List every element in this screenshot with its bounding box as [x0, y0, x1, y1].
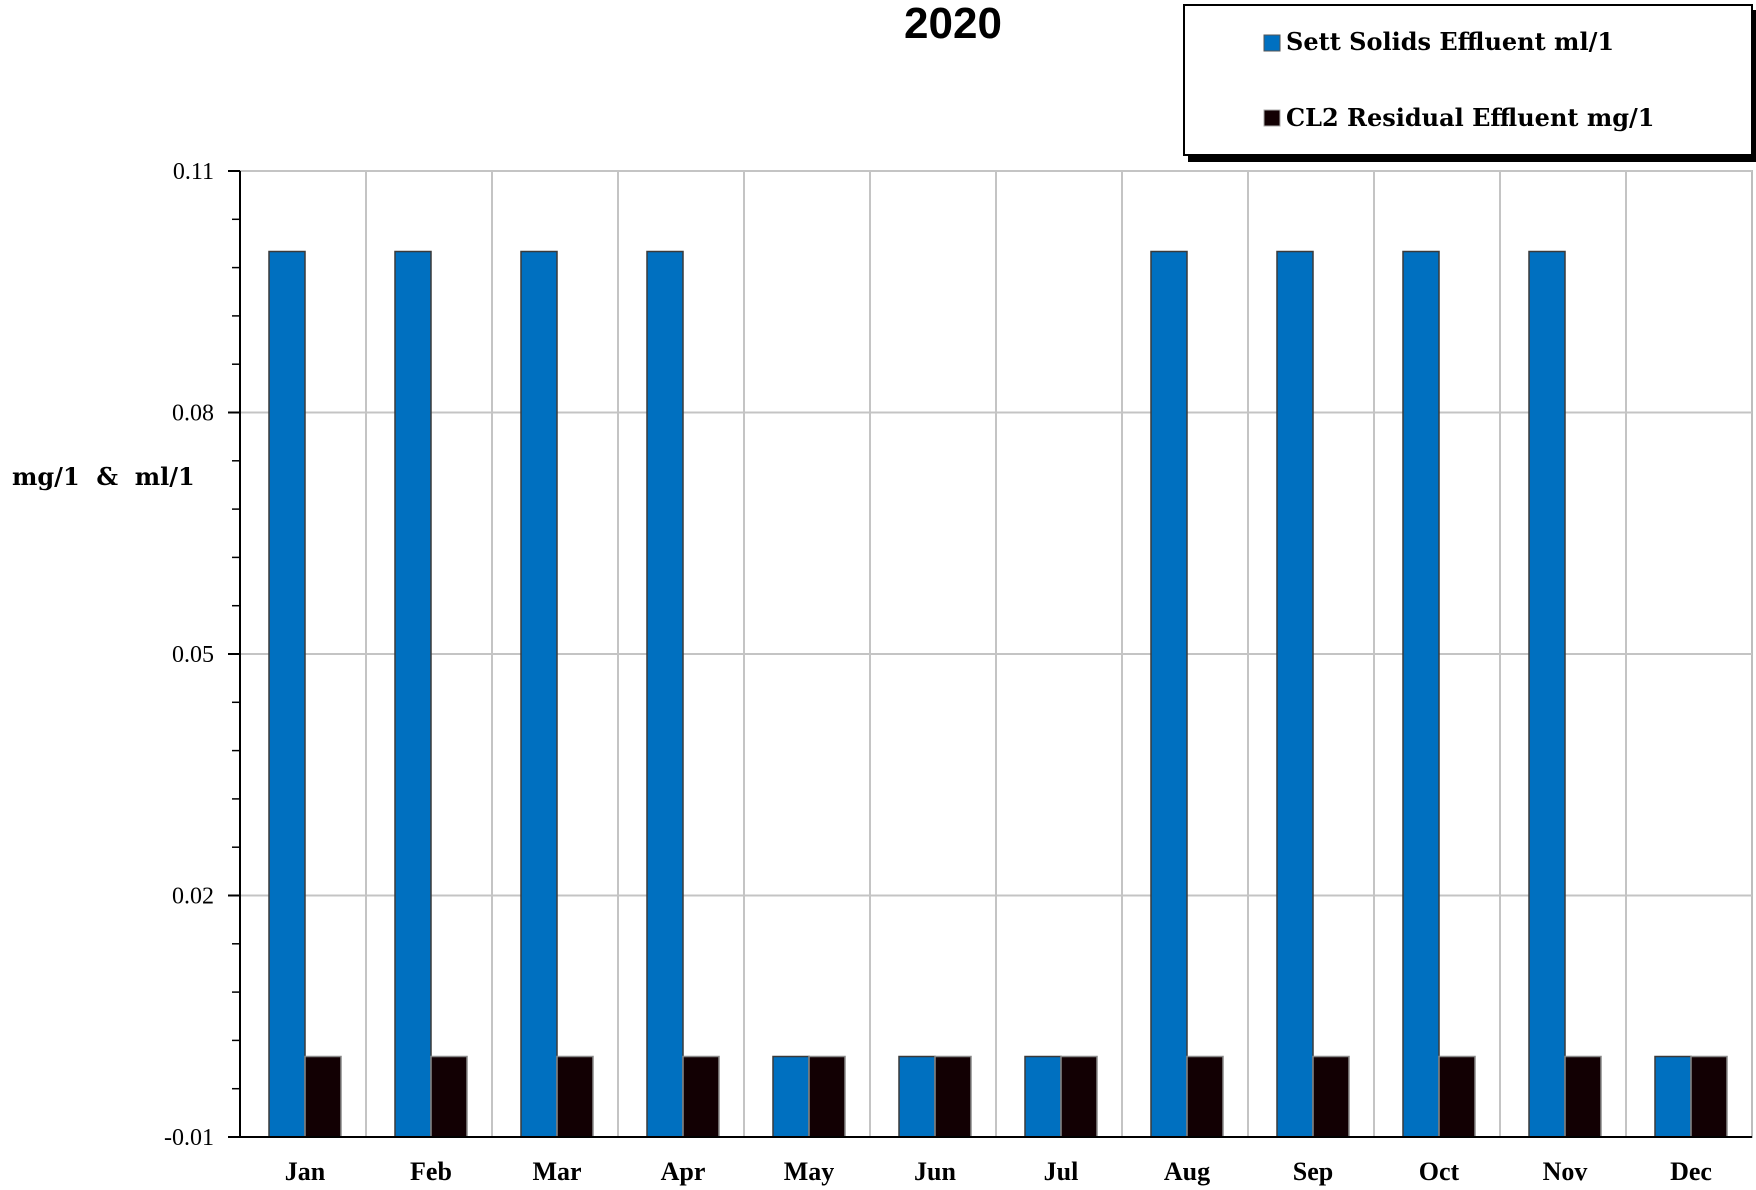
x-axis: Jan Feb Mar Apr May Jun Jul Aug Sep Oct Nov Dec	[240, 1136, 1752, 1186]
bar-sett-solids	[520, 250, 558, 1138]
x-tick-label: Jun	[914, 1157, 956, 1186]
gridlines	[240, 170, 1752, 1138]
y-tick-label: 0.05	[172, 642, 214, 668]
bar-cl2-residual	[556, 1055, 594, 1138]
bar-sett-solids	[898, 1055, 936, 1138]
legend-label-sett-solids: Sett Solids Effluent ml/1	[1286, 27, 1614, 56]
bar-cl2-residual	[304, 1055, 342, 1138]
legend-box	[1183, 4, 1753, 156]
x-tick-label: Jan	[285, 1157, 326, 1186]
y-tick-label: -0.01	[164, 1125, 214, 1151]
legend-swatch-sett-solids	[1263, 34, 1281, 52]
bar-sett-solids	[1276, 250, 1314, 1138]
y-tick-label: 0.02	[172, 884, 214, 910]
x-tick-label: Dec	[1670, 1157, 1712, 1186]
bar-cl2-residual	[430, 1055, 468, 1138]
x-tick-label: Jul	[1044, 1157, 1079, 1186]
y-axis-label: mg/1 & ml/1	[12, 462, 195, 491]
legend-swatch-cl2-residual	[1263, 109, 1281, 127]
y-tick-label: 0.11	[173, 159, 214, 185]
bar-sett-solids	[1402, 250, 1440, 1138]
x-tick-label: May	[784, 1157, 835, 1186]
bar-cl2-residual	[1564, 1055, 1602, 1138]
bar-cl2-residual	[1312, 1055, 1350, 1138]
x-tick-label: Oct	[1419, 1157, 1460, 1186]
bar-cl2-residual	[1060, 1055, 1098, 1138]
bar-sett-solids	[772, 1055, 810, 1138]
bar-sett-solids	[1024, 1055, 1062, 1138]
y-axis: 0.11 0.08 0.05 0.02 -0.01	[164, 159, 241, 1151]
bar-cl2-residual	[1690, 1055, 1728, 1138]
x-tick-label: Apr	[661, 1157, 706, 1186]
x-tick-label: Feb	[410, 1157, 452, 1186]
bar-cl2-residual	[682, 1055, 720, 1138]
bar-cl2-residual	[1438, 1055, 1476, 1138]
bars	[268, 250, 1728, 1138]
x-tick-label: Aug	[1164, 1157, 1210, 1186]
x-tick-label: Nov	[1543, 1157, 1588, 1186]
bar-sett-solids	[1528, 250, 1566, 1138]
x-tick-label: Mar	[532, 1157, 581, 1186]
bar-sett-solids	[1654, 1055, 1692, 1138]
x-tick-label: Sep	[1293, 1157, 1333, 1186]
bar-cl2-residual	[808, 1055, 846, 1138]
bar-sett-solids	[394, 250, 432, 1138]
bar-cl2-residual	[934, 1055, 972, 1138]
chart-title: 2020	[904, 0, 1002, 48]
y-tick-label: 0.08	[172, 401, 214, 427]
bar-sett-solids	[646, 250, 684, 1138]
bar-cl2-residual	[1186, 1055, 1224, 1138]
legend-label-cl2-residual: CL2 Residual Effluent mg/1	[1286, 103, 1654, 132]
bar-sett-solids	[1150, 250, 1188, 1138]
bar-sett-solids	[268, 250, 306, 1138]
legend: Sett Solids Effluent ml/1 CL2 Residual E…	[1183, 4, 1756, 162]
